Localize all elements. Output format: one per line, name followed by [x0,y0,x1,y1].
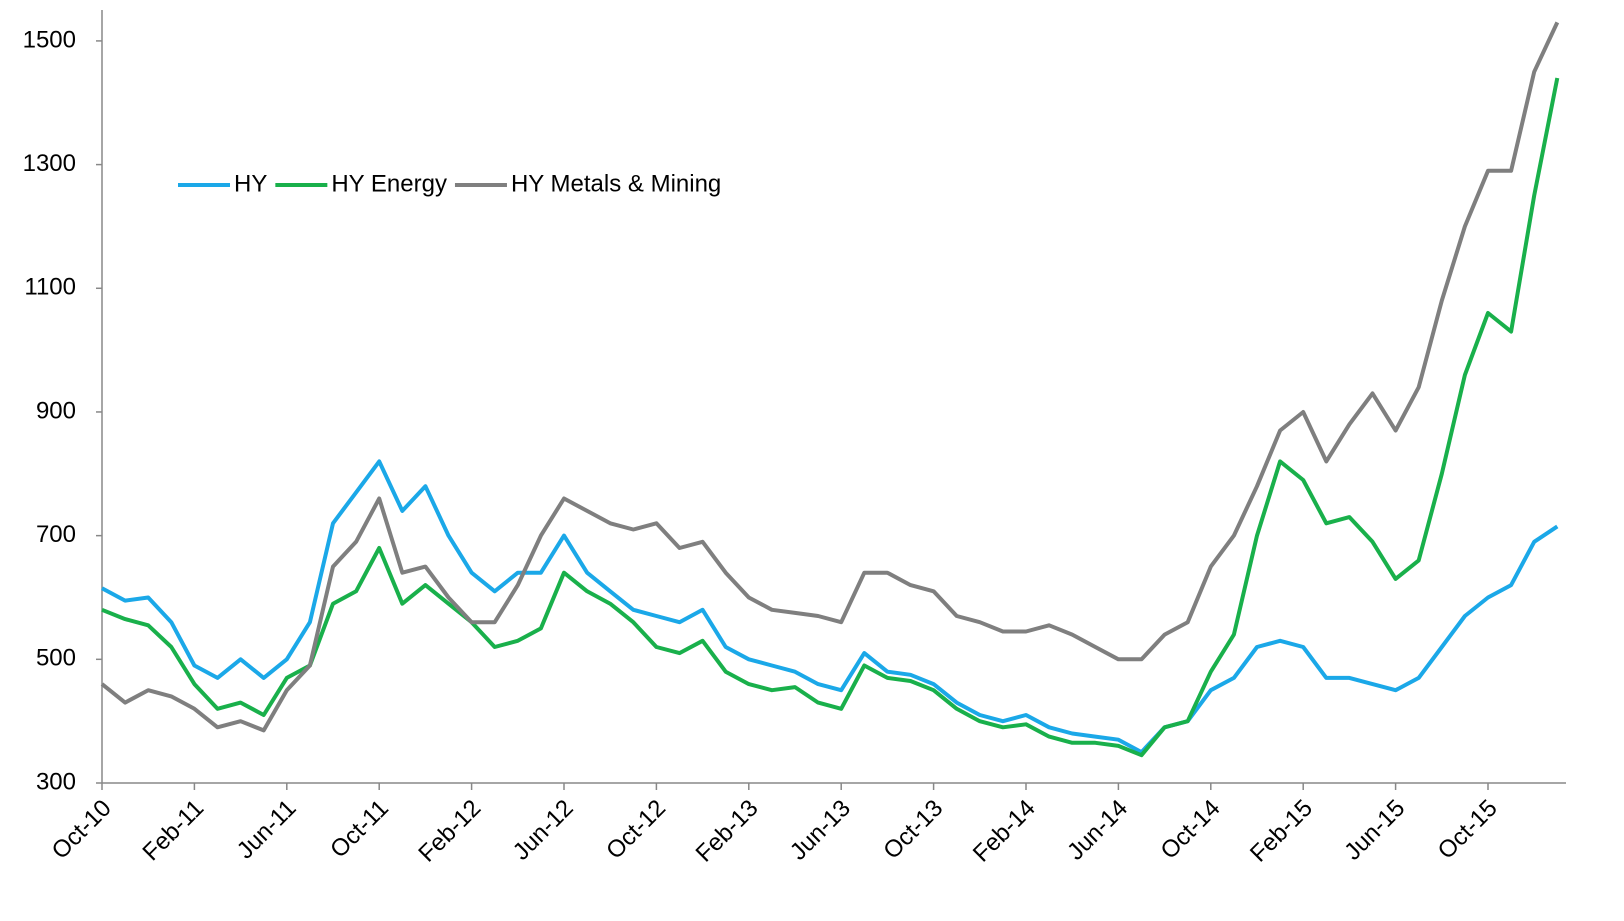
x-tick-label: Feb-11 [138,795,210,867]
x-tick-label: Jun-13 [785,795,856,866]
y-tick-label: 300 [36,768,76,795]
x-tick-label: Jun-15 [1339,795,1410,866]
x-tick-label: Oct-12 [601,795,671,865]
legend-label: HY [234,170,267,197]
x-tick-label: Jun-12 [508,795,579,866]
y-tick-label: 500 [36,645,76,672]
legend-label: HY Metals & Mining [511,170,721,197]
x-tick-label: Jun-14 [1062,795,1133,866]
x-tick-label: Oct-15 [1433,795,1503,865]
series-line [101,459,1559,755]
x-tick-label: Oct-13 [878,795,948,865]
y-tick-label: 700 [36,521,76,548]
x-tick-label: Oct-10 [47,795,117,865]
x-tick-label: Jun-11 [232,795,302,865]
series-line [101,77,1560,758]
y-tick-label: 1100 [24,274,76,301]
x-tick-label: Feb-15 [1245,795,1318,868]
series-line [100,21,1560,733]
legend-label: HY Energy [331,170,447,197]
x-tick-label: Feb-12 [413,795,486,868]
x-tick-label: Oct-11 [325,795,394,864]
y-tick-label: 1500 [23,26,76,53]
x-tick-label: Feb-14 [968,795,1041,868]
x-tick-label: Oct-14 [1156,795,1226,865]
y-tick-label: 900 [36,397,76,424]
y-tick-label: 1300 [23,150,76,177]
x-tick-label: Feb-13 [691,795,764,868]
